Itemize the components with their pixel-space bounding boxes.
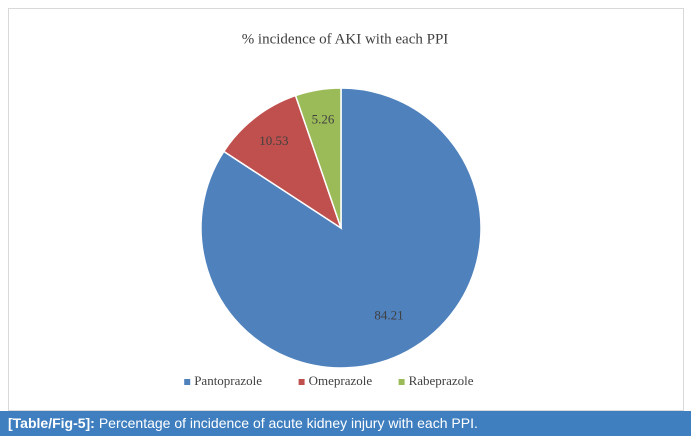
pie-slice	[294, 87, 342, 229]
data-label: 5.26	[312, 111, 335, 126]
legend-swatch	[184, 379, 191, 385]
chart-title: % incidence of AKI with each PPI	[242, 31, 449, 47]
legend-label: Omeprazole	[309, 373, 373, 388]
legend-label: Rabeprazole	[409, 373, 474, 388]
data-label: 10.53	[259, 133, 288, 148]
chart: % incidence of AKI with each PPI 84.21 10…	[8, 8, 684, 411]
legend-swatch	[298, 379, 305, 385]
caption-text: Percentage of incidence of acute kidney …	[98, 415, 478, 431]
pie-slice	[222, 94, 343, 230]
caption: [Table/Fig-5]: Percentage of incidence of…	[0, 411, 691, 436]
caption-label: [Table/Fig-5]:	[8, 415, 95, 431]
legend-swatch	[398, 379, 405, 385]
data-label: 84.21	[374, 308, 403, 323]
legend-label: Pantoprazole	[194, 373, 262, 388]
